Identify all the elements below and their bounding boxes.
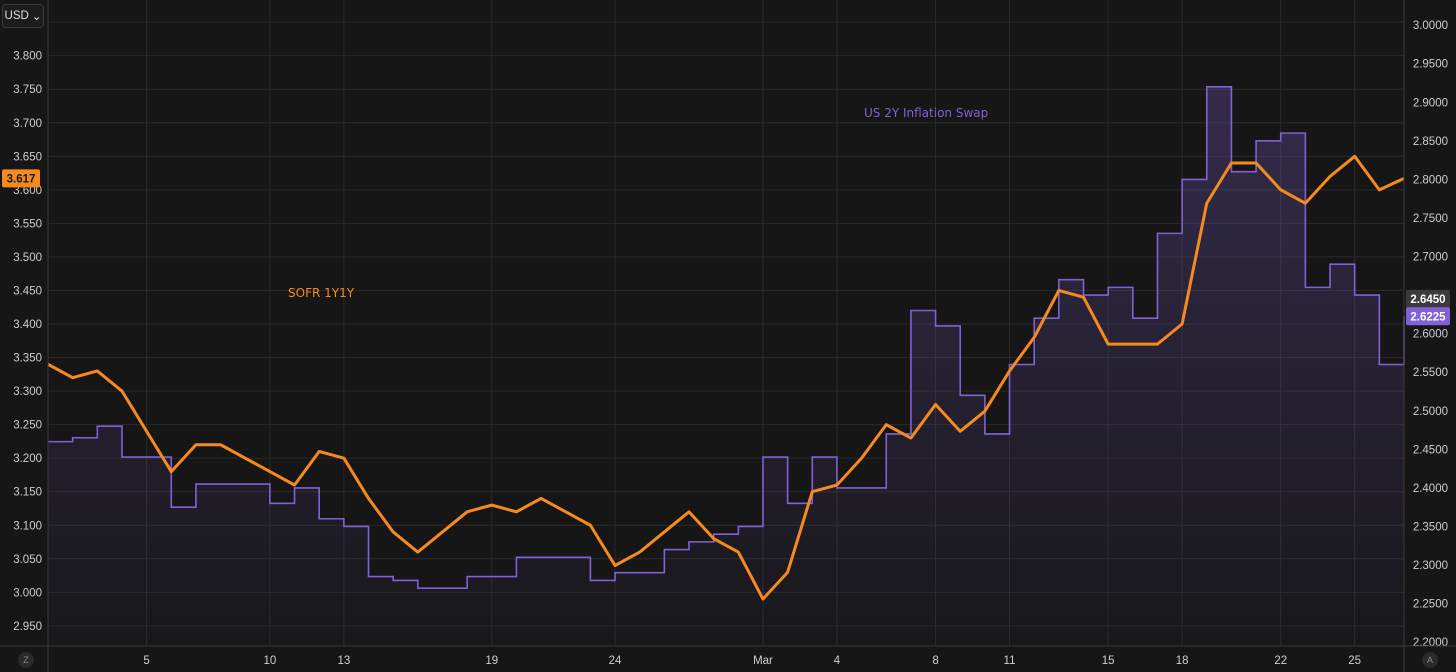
swap-area: [48, 86, 1404, 647]
left-tick-label: 3.400: [13, 319, 42, 331]
right-tick-label: 2.9500: [1413, 59, 1448, 71]
right-tick-label: 2.8500: [1413, 136, 1448, 148]
left-tick-label: 3.200: [13, 453, 42, 465]
left-tick-label: 3.600: [13, 185, 42, 197]
left-tick-label: 3.350: [13, 353, 42, 365]
x-tick-label: 25: [1348, 655, 1361, 667]
left-tick-label: 3.250: [13, 420, 42, 432]
x-tick-label: 19: [485, 655, 498, 667]
left-tick-label: 3.050: [13, 554, 42, 566]
left-tick-label: 3.650: [13, 151, 42, 163]
x-tick-label: 15: [1102, 655, 1115, 667]
right-marker-badge-text: 2.6450: [1410, 294, 1445, 306]
swap-last-badge-text: 2.6225: [1410, 311, 1446, 323]
right-tick-label: 2.7000: [1413, 252, 1448, 264]
chevron-down-icon: ⌄: [31, 11, 42, 23]
left-tick-label: 2.950: [13, 621, 42, 633]
left-tick-label: 3.550: [13, 218, 42, 230]
right-tick-label: 2.8000: [1413, 174, 1448, 186]
x-tick-label: 4: [834, 655, 841, 667]
swap-last-badge: 2.6225: [1406, 307, 1450, 326]
swap-line: [48, 86, 1405, 589]
x-tick-label: 10: [263, 655, 276, 667]
x-tick-label: 5: [143, 655, 149, 667]
currency-selector[interactable]: USD ⌄: [2, 4, 44, 28]
zoom-label: Z: [23, 655, 29, 665]
right-tick-label: 2.4500: [1413, 444, 1448, 456]
swap-series-label: US 2Y Inflation Swap: [864, 106, 988, 120]
right-tick-label: 2.2000: [1413, 637, 1448, 649]
auto-scale-label: A: [1426, 655, 1433, 665]
x-tick-label: 8: [932, 655, 938, 667]
x-tick-label: 13: [337, 655, 350, 667]
right-tick-label: 2.5500: [1413, 367, 1448, 379]
right-tick-label: 2.4000: [1413, 483, 1448, 495]
currency-label: USD: [4, 10, 29, 22]
left-tick-label: 3.300: [13, 386, 42, 398]
zoom-button[interactable]: Z: [18, 652, 34, 668]
left-tick-label: 3.100: [13, 520, 42, 532]
plot-area: [47, 86, 1405, 647]
auto-scale-button[interactable]: A: [1422, 652, 1438, 668]
left-tick-label: 3.700: [13, 118, 42, 130]
left-tick-label: 3.750: [13, 84, 42, 96]
right-marker-badge-bg: [1406, 289, 1450, 308]
x-tick-label: 11: [1004, 655, 1016, 667]
swap-last-badge-bg: [1406, 307, 1450, 326]
right-tick-label: 2.2500: [1413, 599, 1448, 611]
left-tick-label: 3.150: [13, 487, 42, 499]
sofr-last-badge-bg: [2, 169, 40, 188]
right-tick-label: 2.9000: [1413, 97, 1448, 109]
x-tick-label: 18: [1176, 655, 1189, 667]
x-tick-label: Mar: [753, 655, 773, 667]
price-badges: 3.617 2.6450 2.6225: [2, 169, 1450, 326]
left-tick-label: 3.800: [13, 51, 42, 63]
sofr-last-badge-text: 3.617: [7, 173, 36, 185]
right-tick-label: 2.3000: [1413, 560, 1448, 572]
right-tick-label: 2.3500: [1413, 521, 1448, 533]
right-tick-label: 3.0000: [1413, 20, 1448, 32]
right-tick-label: 2.6000: [1413, 329, 1448, 341]
sofr-last-badge: 3.617: [2, 169, 40, 188]
left-tick-label: 3.450: [13, 285, 42, 297]
left-tick-label: 3.000: [13, 587, 42, 599]
right-tick-label: 2.5000: [1413, 406, 1448, 418]
left-tick-label: 3.500: [13, 252, 42, 264]
x-tick-label: 22: [1274, 655, 1287, 667]
right-marker-badge: 2.6450: [1406, 289, 1450, 308]
sofr-line: [47, 154, 1405, 601]
right-tick-label: 2.7500: [1413, 213, 1448, 225]
sofr-series-label: SOFR 1Y1Y: [288, 286, 355, 300]
series-labels: SOFR 1Y1Y US 2Y Inflation Swap: [288, 106, 988, 300]
x-tick-label: 24: [609, 655, 622, 667]
